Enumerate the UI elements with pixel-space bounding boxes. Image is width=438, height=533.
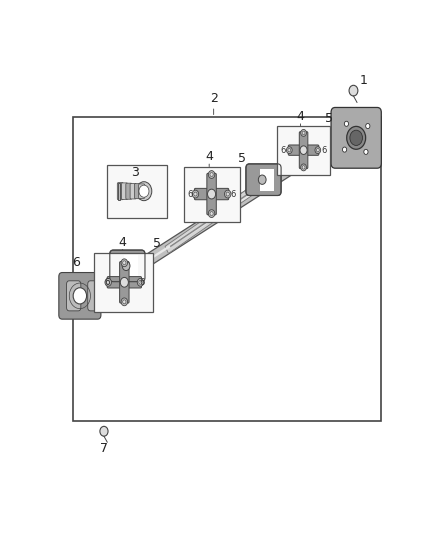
Circle shape bbox=[106, 280, 110, 284]
Bar bbox=[124, 255, 138, 266]
Circle shape bbox=[105, 278, 111, 286]
Circle shape bbox=[225, 190, 231, 198]
Text: 6: 6 bbox=[321, 146, 327, 155]
Circle shape bbox=[302, 166, 305, 169]
FancyBboxPatch shape bbox=[331, 108, 381, 168]
Bar bbox=[124, 266, 138, 277]
Text: 6: 6 bbox=[105, 278, 110, 287]
Bar bbox=[260, 169, 274, 180]
Circle shape bbox=[347, 126, 366, 149]
FancyBboxPatch shape bbox=[120, 262, 129, 303]
Text: 4: 4 bbox=[205, 150, 213, 163]
Text: 6: 6 bbox=[188, 190, 193, 199]
Circle shape bbox=[121, 298, 127, 306]
Circle shape bbox=[139, 185, 149, 197]
Circle shape bbox=[120, 277, 128, 287]
Text: 6: 6 bbox=[72, 256, 80, 269]
Circle shape bbox=[343, 147, 347, 152]
FancyBboxPatch shape bbox=[207, 173, 216, 215]
Text: 7: 7 bbox=[100, 441, 108, 455]
Circle shape bbox=[302, 131, 305, 135]
Bar bbox=[94, 253, 153, 312]
Circle shape bbox=[208, 209, 215, 217]
Circle shape bbox=[139, 280, 142, 284]
Circle shape bbox=[349, 85, 358, 96]
Circle shape bbox=[344, 121, 349, 126]
FancyBboxPatch shape bbox=[122, 183, 127, 199]
FancyBboxPatch shape bbox=[126, 183, 132, 199]
FancyBboxPatch shape bbox=[134, 184, 141, 199]
Circle shape bbox=[123, 300, 126, 304]
Text: 5: 5 bbox=[238, 152, 246, 165]
Circle shape bbox=[192, 190, 199, 198]
Circle shape bbox=[208, 189, 215, 199]
Circle shape bbox=[350, 130, 363, 146]
Circle shape bbox=[300, 146, 307, 155]
Circle shape bbox=[301, 164, 307, 171]
Circle shape bbox=[136, 182, 152, 200]
Polygon shape bbox=[127, 167, 291, 274]
Circle shape bbox=[301, 130, 307, 136]
Text: 6: 6 bbox=[280, 146, 286, 155]
Circle shape bbox=[258, 175, 266, 184]
Circle shape bbox=[315, 147, 321, 154]
FancyBboxPatch shape bbox=[288, 145, 319, 155]
Bar bbox=[260, 180, 274, 191]
Circle shape bbox=[121, 259, 127, 266]
Circle shape bbox=[137, 278, 144, 286]
Circle shape bbox=[210, 212, 213, 215]
FancyBboxPatch shape bbox=[88, 281, 102, 311]
Circle shape bbox=[194, 192, 197, 196]
FancyBboxPatch shape bbox=[107, 277, 141, 288]
Bar bbox=[184, 166, 240, 222]
Circle shape bbox=[123, 261, 126, 265]
Text: 3: 3 bbox=[131, 166, 138, 179]
Text: 5: 5 bbox=[325, 112, 333, 125]
Text: 6: 6 bbox=[140, 278, 145, 287]
Circle shape bbox=[73, 288, 87, 304]
Text: 1: 1 bbox=[360, 74, 367, 87]
Circle shape bbox=[316, 148, 319, 152]
Text: 2: 2 bbox=[210, 92, 218, 105]
Circle shape bbox=[122, 261, 130, 271]
Circle shape bbox=[364, 149, 368, 155]
Circle shape bbox=[100, 426, 108, 436]
FancyBboxPatch shape bbox=[59, 272, 101, 319]
FancyBboxPatch shape bbox=[246, 164, 281, 196]
Circle shape bbox=[226, 192, 230, 196]
Bar bbox=[107, 165, 167, 218]
Bar bbox=[74, 117, 381, 421]
FancyBboxPatch shape bbox=[130, 183, 136, 199]
Text: 4: 4 bbox=[297, 110, 304, 123]
FancyBboxPatch shape bbox=[299, 132, 308, 168]
Text: 6: 6 bbox=[230, 190, 235, 199]
FancyBboxPatch shape bbox=[139, 184, 145, 198]
Text: 4: 4 bbox=[119, 236, 127, 248]
Polygon shape bbox=[125, 163, 293, 279]
Polygon shape bbox=[170, 187, 259, 247]
Circle shape bbox=[210, 173, 213, 176]
Polygon shape bbox=[165, 181, 262, 253]
FancyBboxPatch shape bbox=[117, 183, 124, 200]
Circle shape bbox=[366, 124, 370, 128]
FancyBboxPatch shape bbox=[110, 250, 145, 281]
Circle shape bbox=[288, 148, 291, 152]
Circle shape bbox=[208, 171, 215, 179]
Bar bbox=[117, 183, 120, 200]
Text: 5: 5 bbox=[152, 237, 160, 251]
Circle shape bbox=[286, 147, 292, 154]
FancyBboxPatch shape bbox=[194, 188, 229, 200]
Bar bbox=[277, 125, 330, 175]
FancyBboxPatch shape bbox=[67, 281, 81, 311]
